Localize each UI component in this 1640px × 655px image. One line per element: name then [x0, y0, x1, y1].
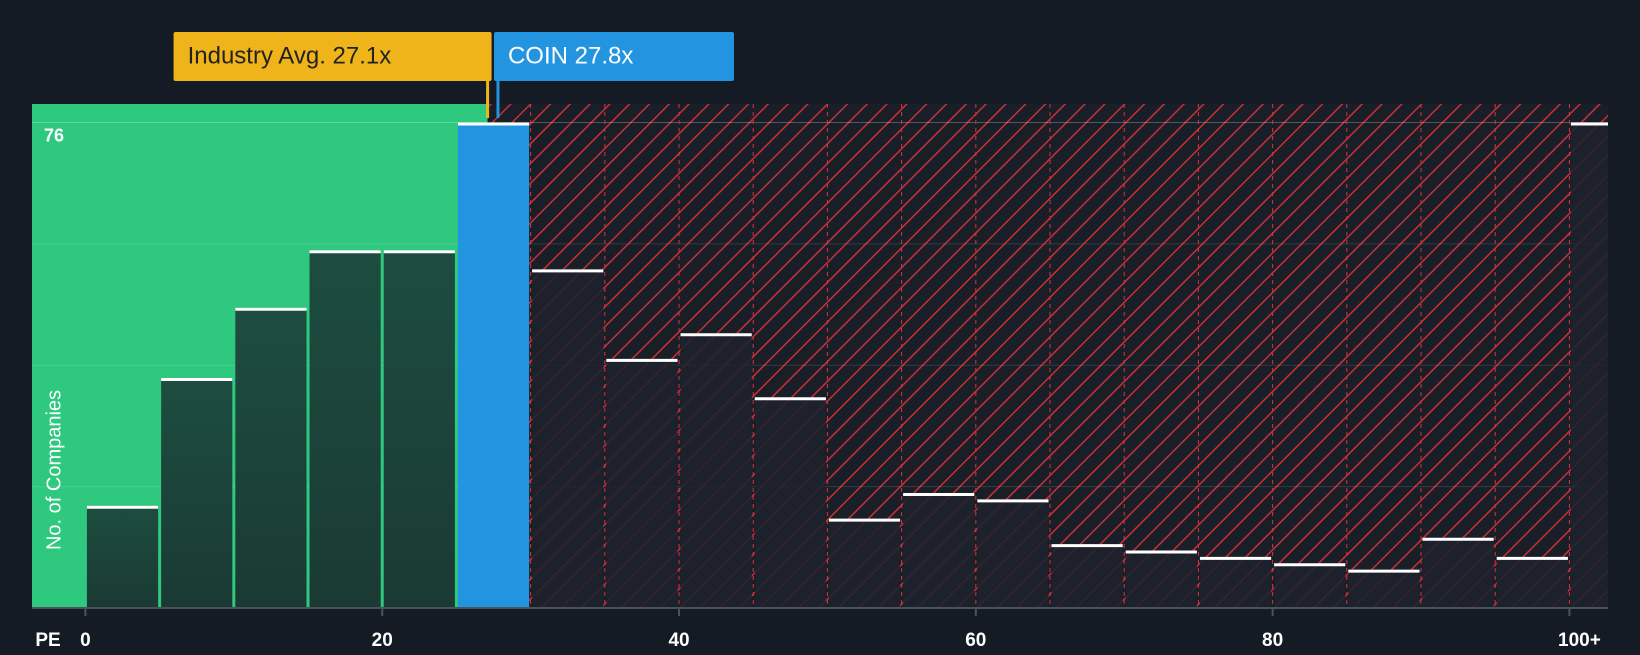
bar [457, 122, 530, 608]
x-tick-label: 60 [965, 630, 986, 650]
bar [1422, 537, 1494, 608]
bar [86, 505, 159, 608]
bar [161, 378, 233, 608]
x-tick-label: 80 [1262, 630, 1283, 650]
bar [1051, 544, 1123, 608]
x-tick-label: 20 [372, 630, 393, 650]
y-tick-label: 76 [44, 125, 64, 145]
marker-box [173, 32, 492, 81]
bar [1199, 556, 1272, 608]
y-axis-label: No. of Companies [43, 390, 65, 550]
bar [1570, 122, 1608, 608]
bar [903, 493, 975, 608]
bar [532, 269, 604, 608]
x-tick-label: 40 [668, 630, 689, 650]
x-axis-label: PE [35, 630, 60, 650]
bar [680, 333, 752, 608]
bar [1496, 556, 1568, 608]
bar [606, 358, 678, 608]
bar [235, 307, 307, 608]
bar [1274, 563, 1346, 608]
bar [1125, 550, 1197, 608]
x-tick-label: 0 [80, 630, 91, 650]
bar [383, 250, 455, 608]
bar [1348, 569, 1420, 608]
marker-box [493, 32, 734, 81]
marker-label: COIN 27.8x [508, 42, 633, 69]
x-tick-label: 100+ [1558, 630, 1601, 650]
bar [754, 397, 826, 608]
marker-label: Industry Avg. 27.1x [188, 42, 392, 69]
bar [309, 250, 381, 608]
bars [86, 104, 1608, 608]
bar [828, 518, 901, 608]
bar [977, 499, 1049, 608]
